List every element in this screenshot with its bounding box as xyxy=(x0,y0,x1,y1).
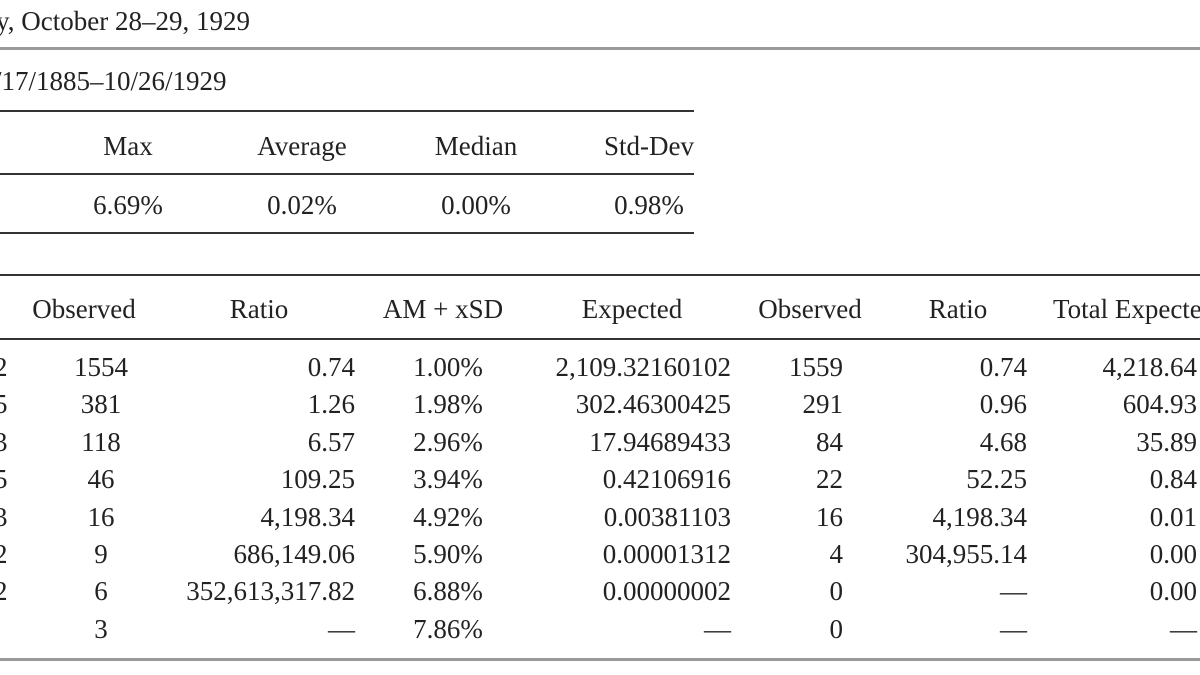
table-top-rule xyxy=(0,274,1200,276)
cell-total-expected: — xyxy=(1170,613,1197,644)
cell-observed-2: 1559 xyxy=(789,352,843,382)
cell-am-xsd: 7.86% xyxy=(413,613,483,644)
cell-observed-2: 0 xyxy=(829,576,844,607)
cell-ratio-1: 686,149.06 xyxy=(233,539,356,569)
cell-observed-1: 381 xyxy=(80,389,122,420)
cell-ratio-2: 4.68 xyxy=(979,426,1027,457)
stats-bottom-rule xyxy=(0,232,694,234)
col-header-observed-1: Observed xyxy=(32,294,136,324)
cell-am-xsd: 2.96% xyxy=(413,426,483,457)
cell-am-xsd: 3.94% xyxy=(413,464,483,495)
cell-expected: 0.00001312 xyxy=(602,539,731,569)
cell-total-expected: 0.01 xyxy=(1149,501,1197,532)
cell-expected: 17.94689433 xyxy=(589,426,731,457)
cell-lead: 3 xyxy=(0,501,8,532)
cell-ratio-2: 0.96 xyxy=(979,389,1027,420)
col-header-expected: Expected xyxy=(581,294,683,324)
cell-expected: 2,109.32160102 xyxy=(555,352,732,382)
cell-am-xsd: 4.92% xyxy=(413,501,483,532)
cell-total-expected: 0.84 xyxy=(1149,464,1197,495)
cell-observed-1: 16 xyxy=(87,501,115,532)
cell-observed-1: 118 xyxy=(81,426,121,457)
stats-mid-rule xyxy=(0,173,694,175)
cell-ratio-2: 0.74 xyxy=(979,352,1027,382)
cell-lead: 5 xyxy=(0,464,8,495)
stats-top-rule xyxy=(0,110,694,112)
cell-ratio-2: — xyxy=(1000,576,1027,607)
stats-value-median: 0.00% xyxy=(441,190,511,220)
stats-value-max: 6.69% xyxy=(93,190,163,220)
cell-ratio-1: 6.57 xyxy=(307,426,355,457)
cell-lead: 2 xyxy=(0,576,8,607)
cell-expected: 302.46300425 xyxy=(575,389,731,420)
cell-total-expected: 604.93 xyxy=(1122,389,1197,420)
cell-observed-2: 16 xyxy=(816,501,843,532)
cell-lead: 5 xyxy=(0,389,8,420)
cell-lead: 3 xyxy=(0,426,8,457)
stats-value-average: 0.02% xyxy=(267,190,337,220)
cell-expected: 0.00000002 xyxy=(602,576,731,607)
title-rule xyxy=(0,47,1200,50)
cell-ratio-1: 4,198.34 xyxy=(260,501,356,532)
cell-observed-2: 84 xyxy=(816,426,843,457)
col-header-observed-2: Observed xyxy=(758,294,862,324)
cell-ratio-1: 0.74 xyxy=(307,352,355,382)
stats-header-average: Average xyxy=(257,131,347,161)
cell-am-xsd: 5.90% xyxy=(413,539,483,569)
cell-ratio-2: — xyxy=(1000,613,1027,644)
period-label: /17/1885–10/26/1929 xyxy=(0,66,227,96)
cell-ratio-2: 304,955.14 xyxy=(905,539,1028,569)
cell-total-expected: 0.00 xyxy=(1149,576,1197,607)
cell-am-xsd: 1.00% xyxy=(413,352,483,382)
col-header-am-xsd: AM + xSD xyxy=(382,294,504,324)
cell-observed-1: 3 xyxy=(94,613,108,644)
cell-observed-2: 4 xyxy=(829,539,844,569)
stats-header-stddev: Std-Dev xyxy=(604,131,694,161)
cell-observed-2: 0 xyxy=(829,613,844,644)
col-header-ratio-1: Ratio xyxy=(229,294,289,324)
cell-ratio-1: 109.25 xyxy=(280,464,355,495)
cell-observed-1: 6 xyxy=(94,576,108,607)
cell-expected: — xyxy=(704,613,731,644)
cell-expected: 0.00381103 xyxy=(603,501,731,532)
cell-observed-1: 9 xyxy=(94,539,108,569)
cell-total-expected: 0.00 xyxy=(1149,539,1197,569)
cell-ratio-1: — xyxy=(328,613,355,644)
cell-total-expected: 4,218.64 xyxy=(1102,352,1198,382)
cell-ratio-1: 1.26 xyxy=(307,389,355,420)
cell-ratio-2: 52.25 xyxy=(966,464,1027,495)
cell-observed-2: 22 xyxy=(816,464,843,495)
table-title: y, October 28–29, 1929 xyxy=(0,6,250,36)
cell-am-xsd: 6.88% xyxy=(413,576,483,607)
stats-header-max: Max xyxy=(103,131,153,161)
cell-observed-1: 46 xyxy=(87,464,115,495)
col-header-total-expected: Total Expecte xyxy=(1053,294,1200,324)
cell-am-xsd: 1.98% xyxy=(413,389,483,420)
col-header-ratio-2: Ratio xyxy=(928,294,988,324)
table-header-rule xyxy=(0,338,1200,340)
cell-ratio-2: 4,198.34 xyxy=(932,501,1028,532)
stats-value-stddev: 0.98% xyxy=(614,190,684,220)
cell-ratio-1: 352,613,317.82 xyxy=(186,576,355,607)
cell-observed-2: 291 xyxy=(802,389,844,420)
cell-total-expected: 35.89 xyxy=(1136,426,1197,457)
cell-observed-1: 1554 xyxy=(74,352,128,382)
cell-lead: 2 xyxy=(0,352,8,382)
cell-lead: 2 xyxy=(0,539,8,569)
table-bottom-rule xyxy=(0,658,1200,661)
cell-expected: 0.42106916 xyxy=(602,464,731,495)
stats-header-median: Median xyxy=(434,131,518,161)
